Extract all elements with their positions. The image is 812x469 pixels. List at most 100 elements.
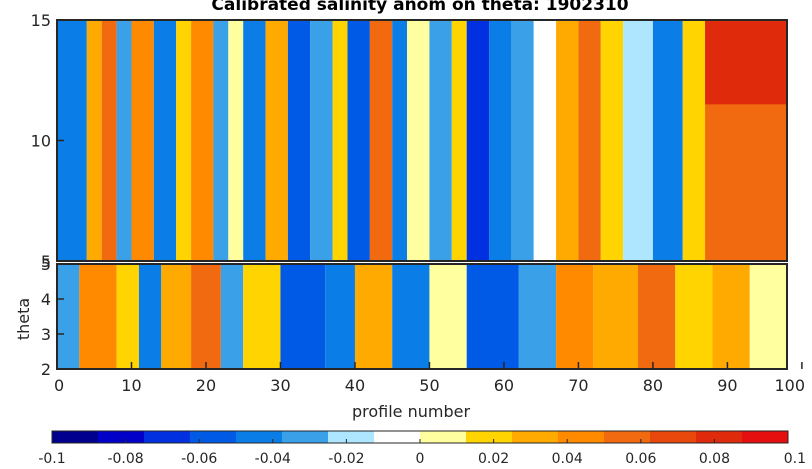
color-band <box>280 264 326 369</box>
upper-color-bands <box>57 20 787 261</box>
y-tick-label: 10 <box>31 132 51 151</box>
colorbar-tick-label: -0.04 <box>255 451 291 467</box>
color-band-upper <box>705 20 787 105</box>
x-tick-label: 60 <box>494 376 514 395</box>
y-tick-label: 5 <box>41 252 51 271</box>
colorbar-segment <box>52 431 99 443</box>
colorbar-segment <box>328 431 375 443</box>
color-band <box>429 20 452 261</box>
color-band <box>638 264 676 369</box>
y-tick-label: 5 <box>41 255 51 274</box>
color-band <box>578 20 601 261</box>
colorbar-segment <box>466 431 513 443</box>
y-tick-label: 3 <box>41 325 51 344</box>
colorbar-segment <box>374 431 421 443</box>
color-band <box>191 20 214 261</box>
color-band <box>325 264 355 369</box>
colorbar-segment <box>742 431 789 443</box>
color-band <box>518 264 557 369</box>
colorbar-segment <box>558 431 605 443</box>
color-band <box>86 20 102 261</box>
color-band <box>191 264 221 369</box>
colorbar-tick-label: 0 <box>416 451 425 467</box>
color-band <box>466 20 490 261</box>
color-band <box>220 264 244 369</box>
color-band <box>749 264 787 369</box>
x-tick-label: 70 <box>568 376 588 395</box>
color-band <box>712 264 750 369</box>
y-tick-label: 2 <box>41 360 51 379</box>
colorbar-tick-label: -0.08 <box>107 451 143 467</box>
color-band <box>451 20 467 261</box>
color-band <box>600 20 624 261</box>
color-band <box>354 264 393 369</box>
colorbar-tick-label: 0.04 <box>552 451 583 467</box>
colorbar-segment <box>282 431 329 443</box>
colorbar-segment <box>696 431 743 443</box>
x-tick-label: 40 <box>345 376 365 395</box>
colorbar-tick-label: 0.06 <box>625 451 656 467</box>
color-band <box>131 20 154 261</box>
color-band <box>243 20 266 261</box>
color-band <box>176 20 192 261</box>
color-band <box>57 264 80 369</box>
color-band <box>369 20 393 261</box>
color-band <box>556 264 594 369</box>
x-axis-label: profile number <box>352 402 470 421</box>
color-band <box>213 20 229 261</box>
color-band <box>310 20 333 261</box>
lower-plot: 2 3 4 5 0 10 20 30 40 50 60 70 80 90 100 <box>41 255 805 395</box>
color-band <box>593 264 639 369</box>
color-band <box>287 20 311 261</box>
lower-plot-frame <box>56 263 788 370</box>
color-band <box>675 264 713 369</box>
color-band <box>466 264 519 369</box>
colorbar-tick-label: -0.1 <box>38 451 65 467</box>
color-band <box>347 20 370 261</box>
x-tick-label: 20 <box>196 376 216 395</box>
color-band <box>392 20 408 261</box>
x-axis: 0 10 20 30 40 50 60 70 80 90 100 <box>54 362 805 395</box>
color-band <box>265 20 288 261</box>
color-band <box>116 20 132 261</box>
color-band <box>556 20 579 261</box>
color-band <box>489 20 512 261</box>
color-band <box>138 264 162 369</box>
colorbar-segment <box>420 431 467 443</box>
colorbar-segment <box>190 431 237 443</box>
color-band <box>392 264 430 369</box>
colorbar-segment <box>512 431 559 443</box>
color-band <box>116 264 139 369</box>
lower-y-axis: 2 3 4 5 <box>41 255 64 379</box>
x-tick-label: 80 <box>643 376 663 395</box>
color-band <box>228 20 244 261</box>
colorbar-tick-label: 0.1 <box>784 451 806 467</box>
color-band <box>79 264 117 369</box>
colorbar-tick-label: 0.02 <box>478 451 509 467</box>
color-band <box>511 20 534 261</box>
colorbar-segment <box>144 431 191 443</box>
color-band <box>153 20 177 261</box>
y-axis-label: theta <box>14 298 33 340</box>
colorbar-segment <box>650 431 697 443</box>
lower-color-bands <box>57 264 787 369</box>
colorbar-tick-label: -0.02 <box>328 451 364 467</box>
y-tick-label: 4 <box>41 290 51 309</box>
colorbar-tick-label: 0.08 <box>699 451 730 467</box>
color-band <box>161 264 192 369</box>
color-band <box>652 20 683 261</box>
x-tick-label: 10 <box>121 376 141 395</box>
x-tick-label: 100 <box>774 376 805 395</box>
chart-title: Calibrated salinity anom on theta: 19023… <box>211 0 628 15</box>
x-tick-label: 90 <box>717 376 737 395</box>
upper-y-axis: 5 10 15 <box>31 11 64 271</box>
color-band <box>623 20 653 261</box>
color-band <box>533 20 557 261</box>
colorbar-tick-label: -0.06 <box>181 451 217 467</box>
upper-plot: 5 10 15 <box>31 11 788 271</box>
colorbar-segment <box>236 431 283 443</box>
color-band <box>332 20 348 261</box>
colorbar: -0.1 -0.08 -0.06 -0.04 -0.02 0 0.02 0.04 0.06 0.0… <box>38 430 806 467</box>
color-band <box>682 20 706 261</box>
